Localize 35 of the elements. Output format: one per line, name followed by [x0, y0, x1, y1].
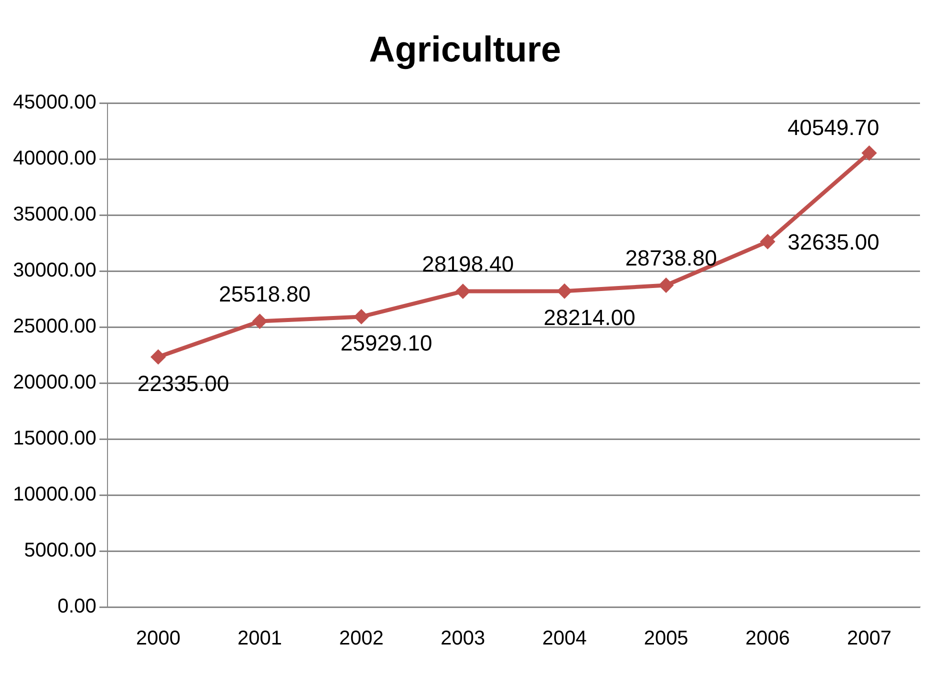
x-tick-label: 2004 [542, 628, 587, 650]
x-tick-label: 2006 [745, 628, 790, 650]
data-label: 40549.70 [787, 115, 880, 140]
data-label: 28214.00 [544, 305, 636, 330]
point [760, 234, 776, 250]
y-tick-label: 0.00 [57, 596, 96, 618]
x-tick-label: 2000 [136, 628, 180, 650]
y-tick-label: 30000.00 [12, 260, 96, 282]
x-tick-label: 2005 [644, 628, 688, 650]
data-label: 32635.00 [788, 230, 880, 255]
point [556, 284, 572, 299]
point [862, 146, 877, 161]
point [658, 278, 674, 293]
x-tick-label: 2003 [440, 628, 486, 650]
x-tick-label: 2007 [846, 628, 892, 650]
data-label: 25929.10 [340, 330, 432, 356]
x-tick-label: 2002 [339, 628, 384, 650]
y-tick-label: 40000.00 [12, 148, 96, 170]
data-label: 28738.80 [625, 245, 717, 270]
point [354, 309, 369, 324]
x-tick-label: 2001 [238, 628, 282, 650]
chart-title: Agriculture [368, 28, 562, 70]
data-label: 25518.80 [218, 281, 311, 306]
y-tick-label: 10000.00 [12, 484, 96, 506]
data-label: 22335.00 [137, 370, 230, 396]
point [252, 314, 268, 329]
y-tick-label: 5000.00 [24, 540, 96, 562]
data-label: 28198.40 [422, 251, 514, 276]
y-tick-label: 35000.00 [12, 204, 96, 226]
point [150, 349, 166, 364]
y-tick-label: 25000.00 [12, 316, 96, 338]
point [455, 284, 470, 299]
y-tick-label: 15000.00 [12, 428, 96, 450]
y-tick-label: 20000.00 [12, 372, 96, 394]
y-tick-label: 45000.00 [12, 92, 96, 114]
